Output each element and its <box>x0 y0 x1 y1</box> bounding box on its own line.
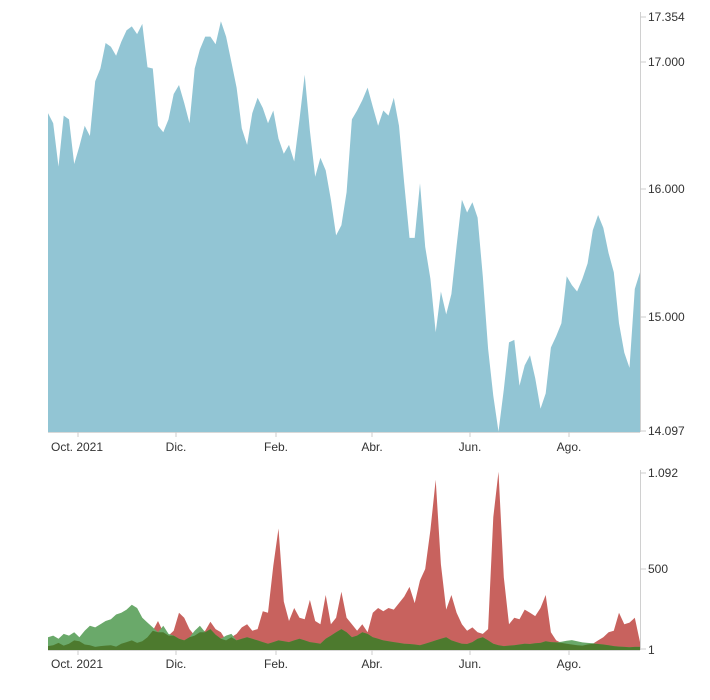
volume-y-ticks: 1.092 500 1 <box>640 466 678 657</box>
volume-chart: 1.092 500 1 Oct. 2021 Dic. Feb. Abr. Jun… <box>48 466 678 671</box>
x-tick-label: Feb. <box>264 440 288 454</box>
price-chart: 17.354 17.000 16.000 15.000 14.097 Oct. … <box>48 10 685 454</box>
y-tick-label: 16.000 <box>648 182 685 196</box>
y-tick-label: 17.000 <box>648 55 685 69</box>
y-tick-label: 17.354 <box>648 10 685 24</box>
y-tick-label: 14.097 <box>648 424 685 438</box>
x-tick-label: Jun. <box>459 440 482 454</box>
volume-x-ticks: Oct. 2021 Dic. Feb. Abr. Jun. Ago. <box>51 650 581 671</box>
x-tick-label: Oct. 2021 <box>51 657 103 671</box>
x-tick-label: Jun. <box>459 657 482 671</box>
y-tick-label: 1 <box>648 643 655 657</box>
price-x-ticks: Oct. 2021 Dic. Feb. Abr. Jun. Ago. <box>51 432 581 454</box>
x-tick-label: Ago. <box>557 657 582 671</box>
y-tick-label: 1.092 <box>648 466 678 480</box>
volume-red-series <box>48 471 640 650</box>
x-tick-label: Abr. <box>361 657 382 671</box>
price-y-ticks: 17.354 17.000 16.000 15.000 14.097 <box>640 10 685 438</box>
x-tick-label: Oct. 2021 <box>51 440 103 454</box>
y-tick-label: 500 <box>648 562 668 576</box>
x-tick-label: Abr. <box>361 440 382 454</box>
y-tick-label: 15.000 <box>648 310 685 324</box>
x-tick-label: Ago. <box>557 440 582 454</box>
price-area-series <box>48 21 640 433</box>
x-tick-label: Dic. <box>166 440 187 454</box>
x-tick-label: Feb. <box>264 657 288 671</box>
volume-overlap-series <box>48 629 640 650</box>
x-tick-label: Dic. <box>166 657 187 671</box>
